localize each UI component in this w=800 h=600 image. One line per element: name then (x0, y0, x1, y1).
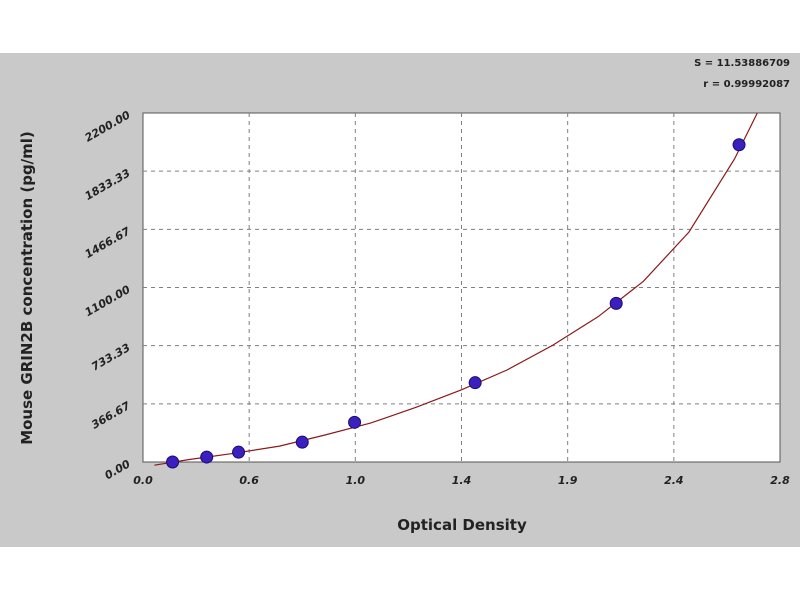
y-tick-label: 733.33 (89, 341, 133, 374)
y-tick-label: 0.00 (102, 457, 132, 482)
y-tick-label: 1100.00 (83, 283, 133, 319)
stat-s-label: S = 11.53886709 (694, 58, 790, 69)
fit-curve (154, 112, 758, 466)
x-tick-label: 2.8 (770, 474, 790, 487)
data-point (732, 138, 746, 152)
x-tick-label: 0.0 (133, 474, 153, 487)
x-tick-label: 2.4 (664, 474, 684, 487)
data-point (232, 445, 246, 459)
data-point (348, 415, 362, 429)
y-tick-label: 366.67 (89, 399, 133, 432)
x-tick-label: 1.4 (452, 474, 472, 487)
data-point (295, 435, 309, 449)
data-point (166, 455, 180, 469)
x-axis-ticks: 0.0 0.6 1.0 1.4 1.9 2.4 2.8 (133, 474, 790, 487)
y-axis-ticks: 0.00 366.67 733.33 1100.00 1466.67 1833.33 220… (83, 108, 133, 482)
grid-lines (143, 113, 780, 462)
y-axis-title: Mouse GRIN2B concentration (pg/ml) (18, 131, 36, 445)
y-tick-label: 1833.33 (83, 166, 133, 202)
x-tick-label: 0.6 (239, 474, 259, 487)
x-tick-label: 1.0 (346, 474, 366, 487)
data-point (200, 450, 214, 464)
y-tick-label: 2200.00 (83, 108, 133, 144)
data-points (166, 138, 746, 469)
stat-r-label: r = 0.99992087 (703, 79, 790, 90)
x-tick-label: 1.9 (558, 474, 578, 487)
data-point (609, 296, 623, 310)
data-point (468, 376, 482, 390)
x-axis-title: Optical Density (397, 516, 527, 534)
y-tick-label: 1466.67 (83, 225, 133, 261)
